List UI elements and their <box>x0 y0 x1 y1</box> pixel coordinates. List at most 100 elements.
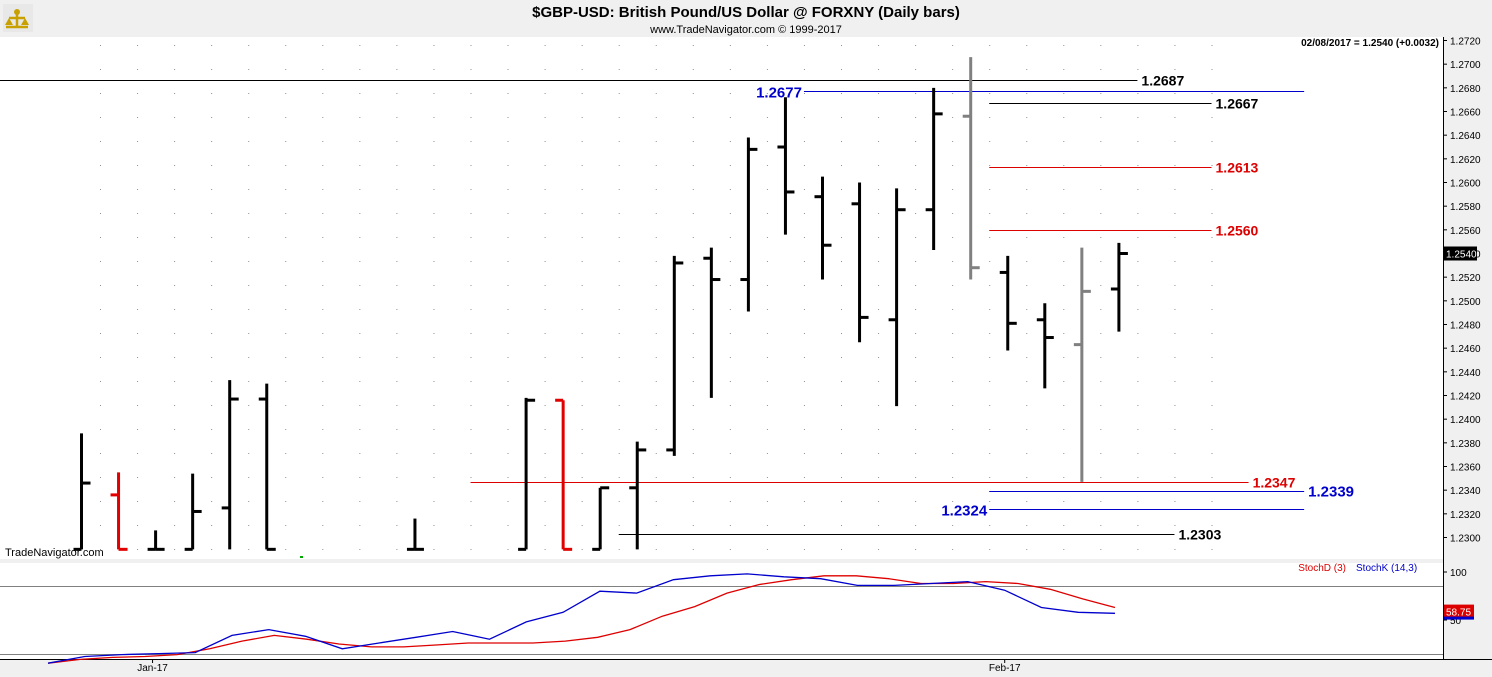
grid-dot <box>1174 405 1176 406</box>
grid-dot <box>470 69 472 70</box>
grid-dot <box>618 165 620 166</box>
legend-stochd: StochD (3) <box>1298 563 1346 574</box>
grid-dot <box>766 333 768 334</box>
grid-dot <box>248 45 250 46</box>
grid-dot <box>433 45 435 46</box>
grid-dot <box>1026 357 1028 358</box>
grid-dot <box>285 261 287 262</box>
grid-dot <box>285 165 287 166</box>
grid-dot <box>544 237 546 238</box>
grid-dot <box>507 165 509 166</box>
grid-dot <box>1211 261 1213 262</box>
grid-dot <box>692 189 694 190</box>
grid-dot <box>396 93 398 94</box>
grid-dot <box>211 285 213 286</box>
grid-dot <box>1063 117 1065 118</box>
grid-dot <box>1026 525 1028 526</box>
grid-dot <box>618 333 620 334</box>
grid-dot <box>211 381 213 382</box>
grid-dot <box>396 261 398 262</box>
grid-dot <box>618 477 620 478</box>
grid-dot <box>729 549 731 550</box>
grid-dot <box>766 213 768 214</box>
grid-dot <box>507 237 509 238</box>
grid-dot <box>396 501 398 502</box>
grid-dot <box>803 213 805 214</box>
grid-dot <box>766 525 768 526</box>
grid-dot <box>915 237 917 238</box>
grid-dot <box>915 69 917 70</box>
grid-dot <box>544 405 546 406</box>
grid-dot <box>655 141 657 142</box>
grid-dot <box>433 525 435 526</box>
grid-dot <box>1100 333 1102 334</box>
grid-dot <box>1174 501 1176 502</box>
grid-dot <box>174 549 176 550</box>
grid-dot <box>1063 453 1065 454</box>
grid-dot <box>1174 141 1176 142</box>
grid-dot <box>433 549 435 550</box>
grid-dot <box>989 453 991 454</box>
grid-dot <box>1026 453 1028 454</box>
grid-dot <box>544 93 546 94</box>
grid-dot <box>211 117 213 118</box>
grid-dot <box>692 357 694 358</box>
grid-dot <box>581 45 583 46</box>
grid-dot <box>396 213 398 214</box>
grid-dot <box>507 69 509 70</box>
price-tick-label: 1.2320 <box>1450 510 1481 521</box>
grid-dot <box>618 309 620 310</box>
level-label-1.2303: 1.2303 <box>1178 527 1221 543</box>
grid-dot <box>248 309 250 310</box>
grid-dot <box>174 285 176 286</box>
grid-dot <box>359 309 361 310</box>
grid-dot <box>507 357 509 358</box>
level-label-1.2324: 1.2324 <box>941 503 988 520</box>
grid-dot <box>581 357 583 358</box>
grid-dot <box>878 261 880 262</box>
grid-dot <box>544 429 546 430</box>
grid-dot <box>989 285 991 286</box>
grid-dot <box>100 189 101 190</box>
grid-dot <box>285 525 287 526</box>
grid-dot <box>878 141 880 142</box>
grid-dot <box>841 93 842 94</box>
grid-dot <box>544 213 546 214</box>
grid-dot <box>359 261 361 262</box>
grid-dot <box>211 213 213 214</box>
grid-dot <box>100 237 101 238</box>
grid-dot <box>137 213 139 214</box>
grid-dot <box>729 381 731 382</box>
stoch-last-box-k <box>1444 616 1474 620</box>
navigator-logo-icon <box>3 4 33 32</box>
level-label-1.2560: 1.2560 <box>1216 223 1259 239</box>
grid-dot <box>1137 453 1139 454</box>
grid-dot <box>581 525 583 526</box>
x-tick-label: Jan-17 <box>137 663 168 674</box>
grid-dot <box>803 141 805 142</box>
grid-dot <box>692 69 694 70</box>
grid-dot <box>174 237 176 238</box>
grid-dot <box>915 381 917 382</box>
grid-dot <box>507 261 509 262</box>
grid-dot <box>729 285 731 286</box>
grid-dot <box>655 69 657 70</box>
grid-dot <box>766 117 768 118</box>
grid-dot <box>100 261 101 262</box>
grid-dot <box>285 501 287 502</box>
grid-dot <box>248 477 250 478</box>
grid-dot <box>915 189 917 190</box>
grid-dot <box>729 333 731 334</box>
grid-dot <box>1100 549 1102 550</box>
grid-dot <box>915 213 917 214</box>
grid-dot <box>803 93 805 94</box>
grid-dot <box>433 261 435 262</box>
grid-dot <box>1211 285 1213 286</box>
grid-dot <box>1211 213 1213 214</box>
grid-dot <box>766 501 768 502</box>
grid-dot <box>803 45 805 46</box>
grid-dot <box>507 453 509 454</box>
grid-dot <box>581 189 583 190</box>
grid-dot <box>655 525 657 526</box>
